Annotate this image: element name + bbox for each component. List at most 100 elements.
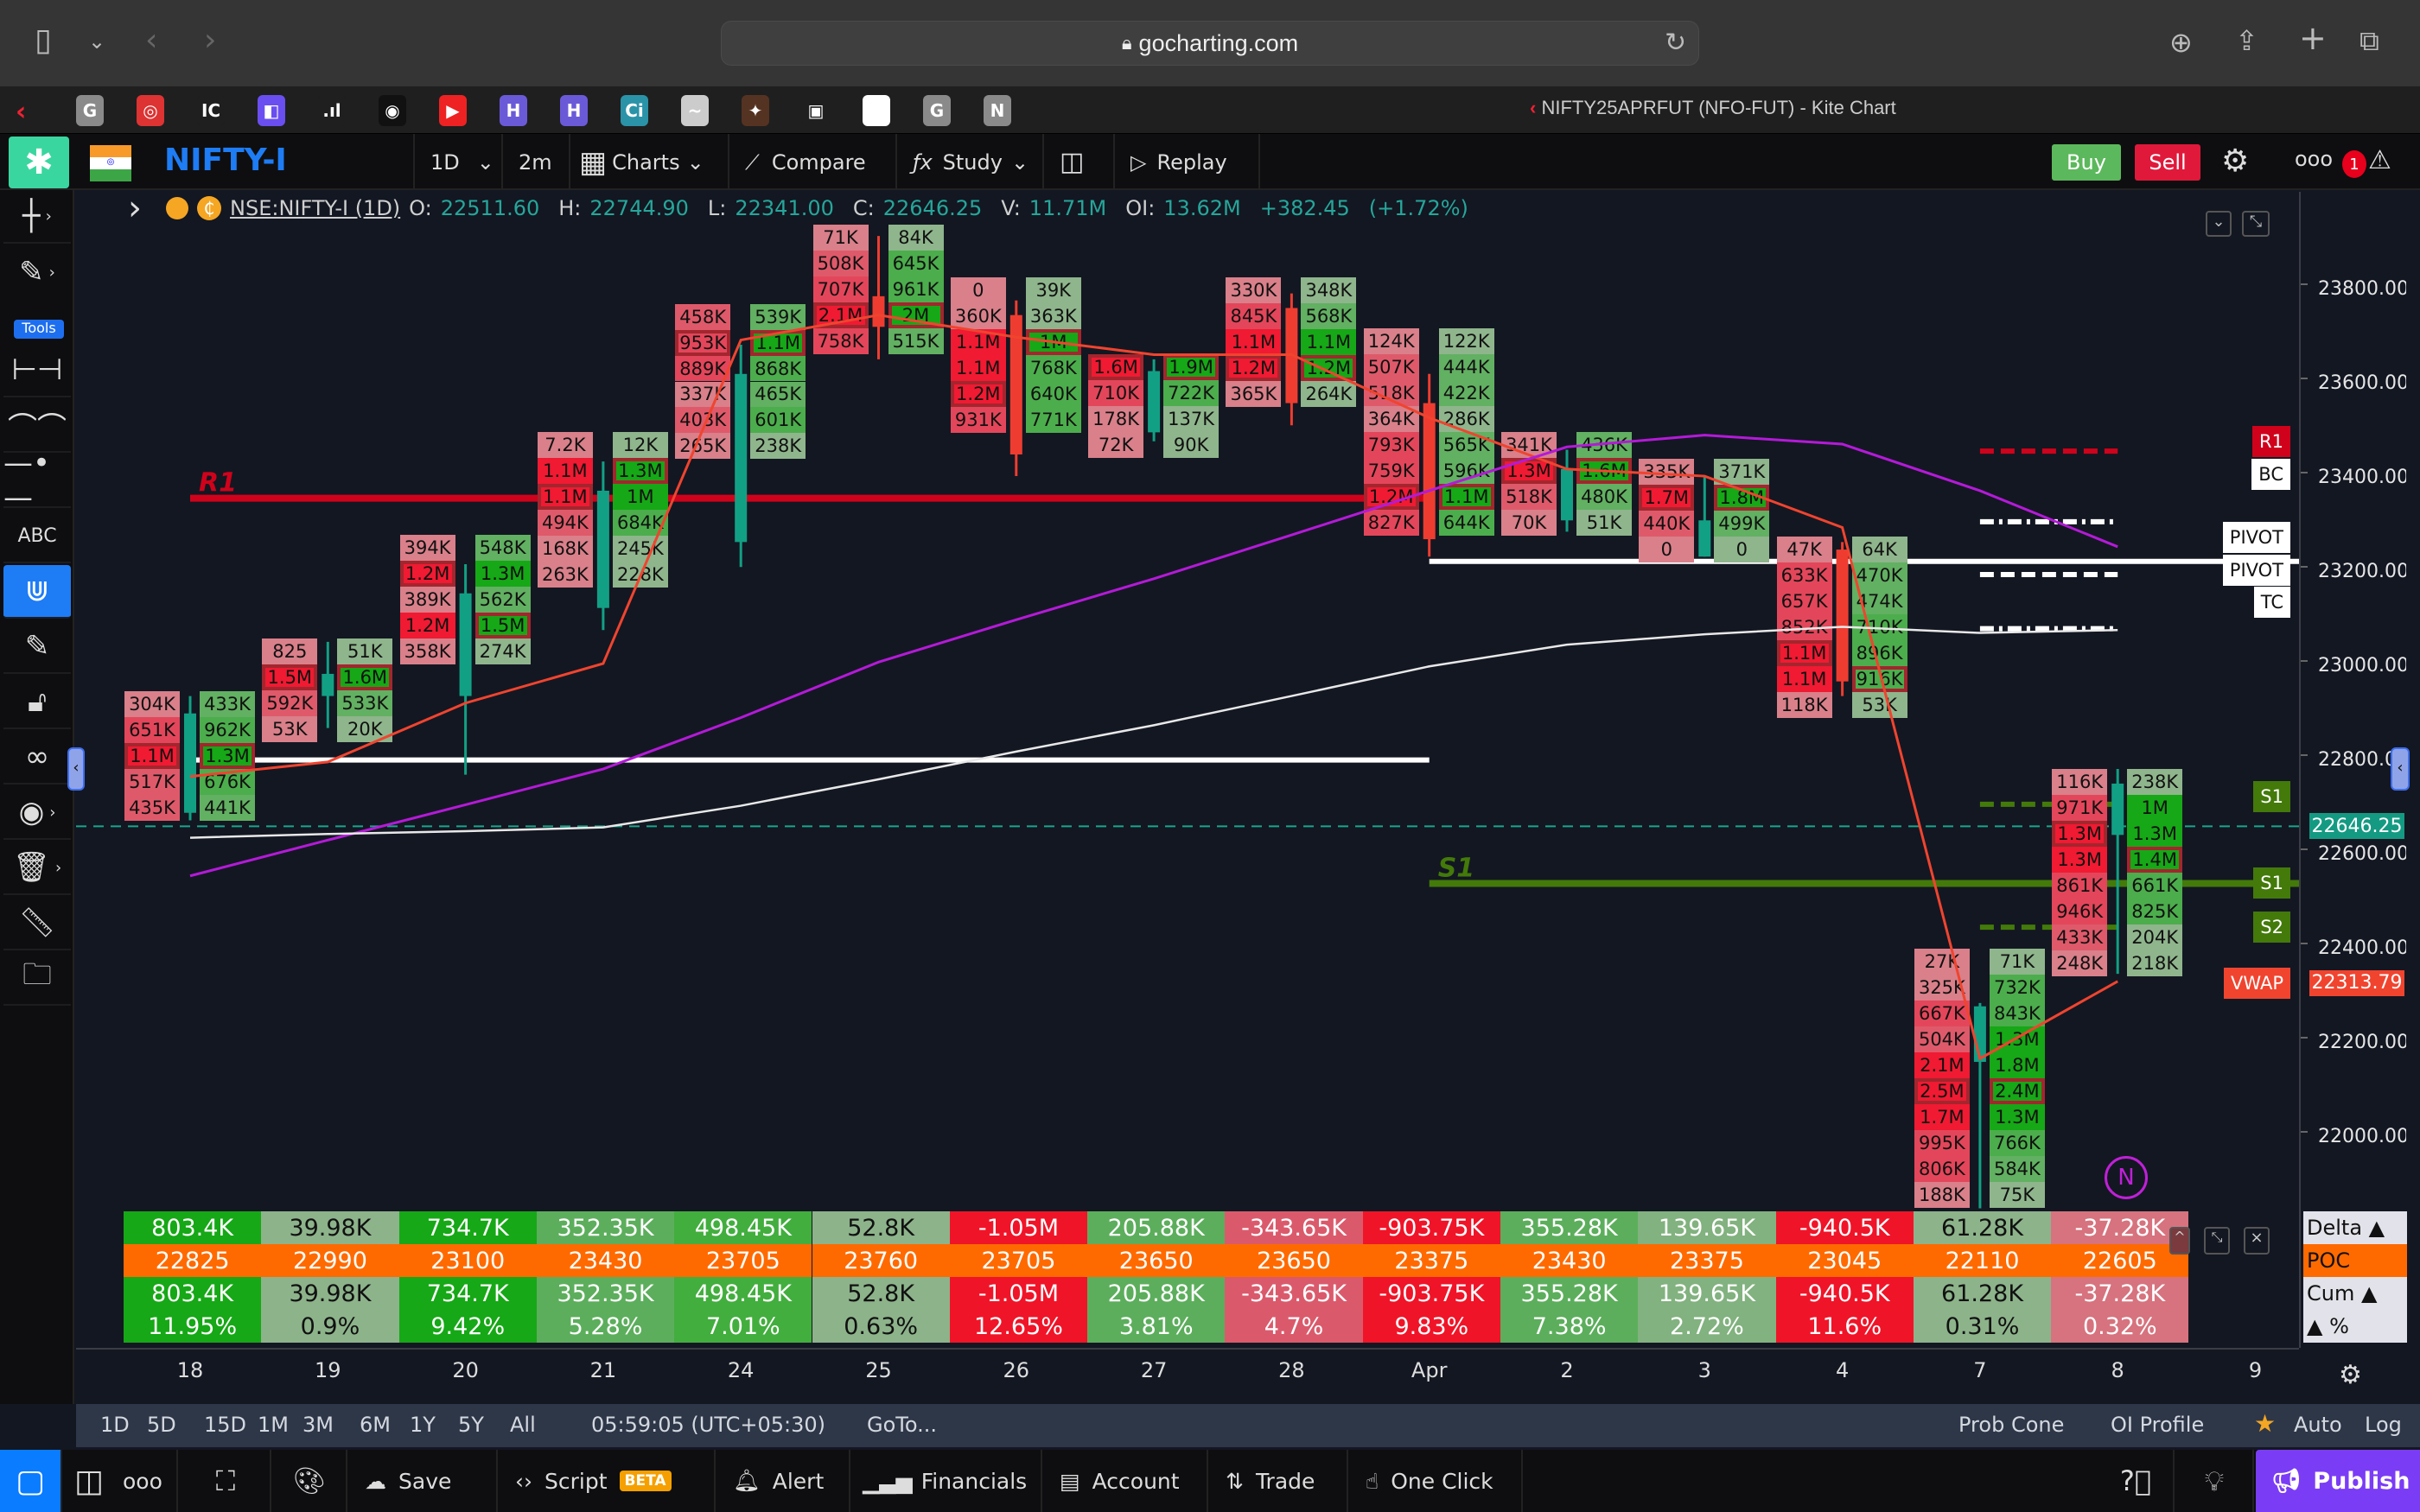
price-axis[interactable]: 23800.00 23600.00 23400.00 23200.00 23000.00… [2299,192,2406,1348]
delete-tool[interactable]: 🗑︎ › [3,842,71,895]
tab-overview-icon[interactable]: ⧉ [2360,24,2379,57]
download-icon[interactable]: ⊕ [2169,26,2193,59]
oi-profile-button[interactable]: OI Profile [2111,1413,2205,1437]
text-tool[interactable]: ABC [3,510,71,563]
range-button-5d[interactable]: 5D [147,1413,176,1437]
bookmark-icon[interactable]: H [560,95,588,126]
log-scale-button[interactable]: Log [2365,1413,2402,1437]
collapse-legend-button[interactable]: ⌄ [2206,211,2232,237]
time-axis[interactable]: 18 19 20 21 24 25 26 27 28 Apr 2 3 4 7 8 9 [76,1348,2299,1391]
fullscreen-button[interactable]: ⛶ [182,1450,271,1512]
more-options-icon[interactable]: ooo [2295,147,2334,171]
reload-icon[interactable]: ↻ [1665,28,1687,58]
measure-tool[interactable]: ⊢⊣ [3,344,71,397]
bookmark-icon[interactable]: Ci [621,95,648,126]
goto-button[interactable]: GoTo... [867,1413,938,1437]
right-collapse-tab[interactable]: ‹ [2391,747,2410,791]
bookmark-icon[interactable]: G [76,95,104,126]
ruler-tool[interactable]: 📏︎ [3,897,71,950]
share-icon[interactable]: ⇪ [2235,24,2258,57]
tips-button[interactable]: 💡︎ [2176,1450,2254,1512]
bookmark-icon[interactable]: ◉ [379,95,406,126]
range-button-3m[interactable]: 3M [302,1413,334,1437]
minimize-button[interactable]: ⤡ [2242,211,2270,237]
legend-delta[interactable]: Delta ▲ [2307,1216,2385,1240]
pattern-tool[interactable]: ⌒⌒ [3,399,71,453]
clock-time[interactable]: 05:59:05 (UTC+05:30) [591,1413,825,1437]
legend-pct[interactable]: ▲ % [2307,1314,2349,1338]
chevron-down-icon[interactable]: ⌄ [88,29,106,54]
alert-button[interactable]: 🔔︎ Alert [717,1450,850,1512]
bookmark-icon[interactable]: IC [197,95,225,126]
chart-area[interactable]: R1 S1 304K 651K 1.1M 517K 435K 433K 962K 1.3M 676… [76,192,2299,1348]
bookmark-icon[interactable]: ◎ [137,95,164,126]
bookmark-icon[interactable]: N [984,95,1011,126]
line-tool[interactable]: —•— [3,446,71,515]
visibility-tool[interactable]: ◉ › [3,786,71,840]
interval-dropdown[interactable]: 1D ⌄ [413,134,510,190]
bookmark-icon[interactable]: .ıl [318,95,346,126]
layout-options[interactable]: ◫ ooo [66,1450,178,1512]
range-button-15d[interactable]: 15D [204,1413,247,1437]
sell-button[interactable]: Sell [2135,144,2200,181]
charts-dropdown[interactable]: ▦ Charts ⌄ [569,134,713,190]
notification-badge[interactable]: 1 [2342,150,2366,178]
axis-settings-icon[interactable]: ⚙ [2339,1360,2362,1390]
bookmark-icon[interactable]: ✦ [742,95,769,126]
folder-tool[interactable]: 🗀 [3,952,71,1006]
bookmark-icon[interactable]: ~ [681,95,709,126]
settings-gear-icon[interactable]: ⚙ [2221,143,2250,179]
warning-icon[interactable]: ⚠ [2368,145,2391,175]
bookmark-icon[interactable]: ▣ [802,95,830,126]
auto-scale-button[interactable]: Auto [2294,1413,2342,1437]
lock-drawing-tool[interactable]: ✎ [3,620,71,674]
bookmark-icon[interactable]: G [923,95,951,126]
study-dropdown[interactable]: ƒx Study ⌄ [895,134,1044,190]
bookmark-icon[interactable]: H [500,95,527,126]
publish-button[interactable]: 📢︎ Publish [2256,1450,2420,1512]
range-button-all[interactable]: All [510,1413,536,1437]
compare-button[interactable]: ⟋ Compare [728,134,882,190]
star-icon[interactable]: ★ [2254,1409,2277,1438]
prob-cone-button[interactable]: Prob Cone [1958,1413,2065,1437]
table-close-button[interactable]: × [2244,1227,2270,1255]
lock-tool[interactable]: 🔓︎ [3,676,71,729]
range-button-1y[interactable]: 1Y [410,1413,436,1437]
table-collapse-button[interactable]: ^ [2169,1227,2190,1255]
left-collapse-tab[interactable]: ‹ [67,747,85,791]
crosshair-tool[interactable]: ┼ › [3,190,71,244]
forward-icon[interactable]: › [204,22,217,58]
legend-symbol[interactable]: NSE:NIFTY-I (1D) [230,196,401,220]
range-button-6m[interactable]: 6M [360,1413,391,1437]
account-button[interactable]: ▤ Account [1044,1450,1208,1512]
legend-cum[interactable]: Cum ▲ [2307,1281,2378,1306]
back-icon[interactable]: ‹ [145,22,158,58]
legend-poc[interactable]: POC [2303,1244,2407,1277]
theme-button[interactable]: 🎨︎ [273,1450,347,1512]
sidebar-toggle-icon[interactable]: ▯ [35,22,52,58]
address-bar[interactable]: 🔒︎ gocharting.com [721,21,1699,66]
tab-title[interactable]: ‹ NIFTY25APRFUT (NFO-FUT) - Kite Chart [1530,97,1896,119]
one-click-button[interactable]: ☝ One Click [1350,1450,1523,1512]
symbol-name[interactable]: NIFTY-I [164,143,287,178]
pencil-tool[interactable]: ✎ › [19,255,55,289]
range-button-5y[interactable]: 5Y [458,1413,484,1437]
trade-button[interactable]: ⇅ Trade [1210,1450,1348,1512]
buy-button[interactable]: Buy [2052,144,2121,181]
bookmark-icon[interactable]: ▶ [439,95,467,126]
help-button[interactable]: ?⃝ [2098,1450,2175,1512]
script-button[interactable]: ‹› Script BETA [500,1450,716,1512]
financials-button[interactable]: ▁▃▅ Financials [852,1450,1042,1512]
instagram-button[interactable]: ◫ [1042,134,1099,190]
expand-chevron-icon[interactable]: › [128,192,142,228]
link-tool[interactable]: ∞ [3,731,71,785]
bookmark-icon[interactable]: ◧ [258,95,285,126]
bookmark-icon[interactable]: ≡ [863,95,890,126]
replay-button[interactable]: ▷ Replay [1113,134,1260,190]
new-tab-icon[interactable]: + [2299,19,2327,57]
sub-interval-button[interactable]: 2m [501,134,568,190]
table-minimize-button[interactable]: ⤡ [2204,1227,2230,1255]
single-layout-button[interactable]: ▢ [0,1450,62,1512]
range-button-1d[interactable]: 1D [100,1413,130,1437]
magnet-tool[interactable]: ⋓ [3,565,71,619]
